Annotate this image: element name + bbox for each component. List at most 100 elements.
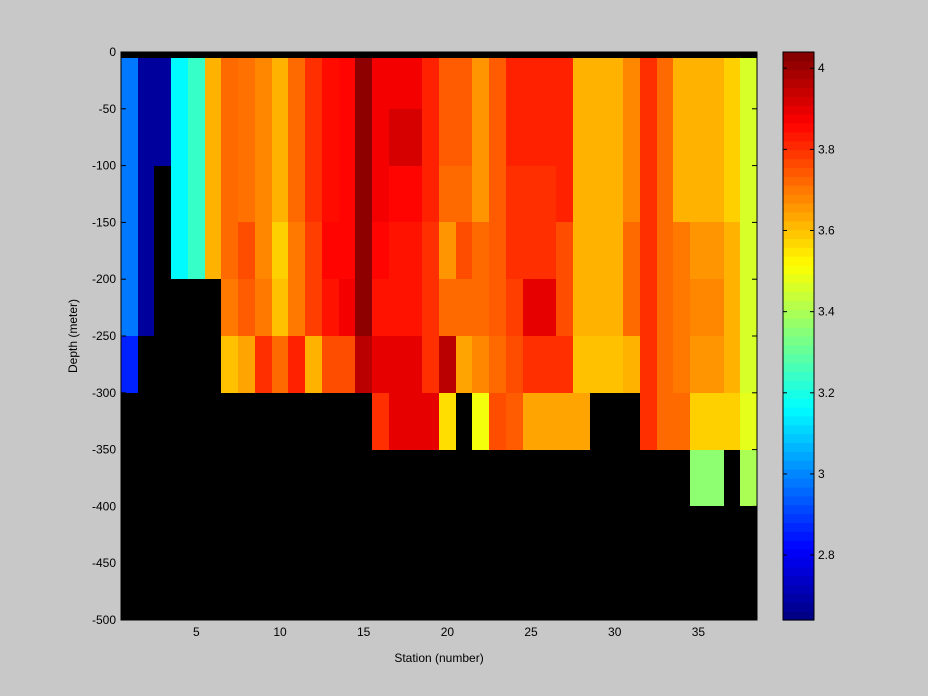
heatmap-cell (606, 166, 623, 222)
heatmap-cell (640, 563, 657, 620)
heatmap-cell (707, 109, 724, 166)
heatmap-cell (690, 109, 707, 166)
y-tick-label: -350 (92, 443, 116, 457)
heatmap-cell (690, 279, 707, 336)
heatmap-cell (707, 336, 724, 393)
heatmap-cell (138, 222, 154, 279)
heatmap-cell (389, 450, 406, 506)
heatmap-cell (221, 166, 238, 222)
colorbar-step (783, 513, 814, 523)
heatmap-cell (154, 52, 171, 109)
heatmap-cell (573, 166, 590, 222)
x-tick-label: 15 (357, 625, 371, 639)
heatmap-cell (439, 109, 456, 166)
y-tick-label: -300 (92, 386, 116, 400)
heatmap-cell (439, 279, 456, 336)
heatmap-cell (372, 279, 389, 336)
colorbar-step (783, 495, 814, 506)
heatmap-cell (154, 222, 171, 279)
heatmap-cell (657, 279, 673, 336)
heatmap-cell (171, 563, 188, 620)
heatmap-cell (740, 279, 757, 336)
colorbar-step (783, 318, 814, 328)
heatmap-cell (221, 563, 238, 620)
heatmap-cell (707, 166, 724, 222)
heatmap-cell (272, 279, 288, 336)
heatmap-cell (539, 393, 556, 450)
heatmap-cell (640, 109, 657, 166)
heatmap-cell (372, 52, 389, 109)
heatmap-cell (406, 563, 422, 620)
colorbar-step (783, 114, 814, 124)
heatmap-cell (556, 506, 573, 563)
heatmap-cell (422, 52, 439, 109)
heatmap-cell (606, 450, 623, 506)
heatmap-cell (188, 336, 205, 393)
heatmap-cell (439, 222, 456, 279)
heatmap-cell (573, 450, 590, 506)
heatmap-cell (439, 166, 456, 222)
heatmap-cell (489, 109, 506, 166)
y-tick-label: -150 (92, 215, 116, 229)
heatmap-cell (205, 52, 221, 109)
y-tick-label: -450 (92, 556, 116, 570)
heatmap-cell (724, 450, 740, 506)
heatmap-cell (255, 563, 272, 620)
heatmap-cell (506, 506, 523, 563)
heatmap-cell (456, 52, 472, 109)
heatmap-cell (573, 52, 590, 109)
heatmap-cell (339, 279, 355, 336)
heatmap-cell (406, 393, 422, 450)
heatmap-cell (288, 563, 305, 620)
heatmap-cell (272, 506, 288, 563)
heatmap-cell (389, 393, 406, 450)
heatmap-cell (724, 222, 740, 279)
heatmap-cell (506, 279, 523, 336)
heatmap-cell (138, 563, 154, 620)
heatmap-cell (506, 450, 523, 506)
heatmap-cell (456, 393, 472, 450)
heatmap-cell (121, 222, 138, 279)
colorbar-step (783, 220, 814, 231)
colorbar-step (783, 327, 814, 337)
heatmap-cell (573, 109, 590, 166)
colorbar-step (783, 469, 814, 479)
heatmap-cell (539, 166, 556, 222)
heatmap-cell (456, 563, 472, 620)
colorbar-frame (782, 51, 815, 621)
heatmap-cell (238, 393, 255, 450)
heatmap-cell (673, 563, 690, 620)
heatmap-cell (205, 450, 221, 506)
heatmap-cell (724, 336, 740, 393)
heatmap-cell (724, 52, 740, 109)
heatmap-cell (288, 336, 305, 393)
colorbar-tick-label: 4 (818, 61, 825, 75)
heatmap-cell (539, 563, 556, 620)
colorbar-step (783, 105, 814, 115)
heatmap-cell (171, 52, 188, 109)
heatmap-cell (272, 450, 288, 506)
heatmap-cell (556, 109, 573, 166)
heatmap-cell (272, 52, 288, 109)
heatmap-cell (606, 279, 623, 336)
heatmap-cell (305, 336, 322, 393)
heatmap-cell (740, 450, 757, 506)
x-tick-label: 35 (692, 625, 706, 639)
heatmap-cell (539, 336, 556, 393)
heatmap-cell (121, 52, 138, 109)
heatmap-cell (556, 336, 573, 393)
x-axis-label: Station (number) (394, 651, 483, 665)
colorbar-step (783, 460, 814, 470)
heatmap-cell (121, 393, 138, 450)
heatmap-cell (456, 336, 472, 393)
heatmap-cell (138, 166, 154, 222)
heatmap-cell (355, 336, 372, 393)
heatmap-cell (322, 279, 339, 336)
heatmap-cell (523, 563, 539, 620)
heatmap-cell (523, 222, 539, 279)
heatmap-cell (372, 563, 389, 620)
heatmap-cell (121, 336, 138, 393)
heatmap-cell (406, 109, 422, 166)
heatmap-cell (322, 52, 339, 109)
colorbar-step (783, 451, 814, 461)
